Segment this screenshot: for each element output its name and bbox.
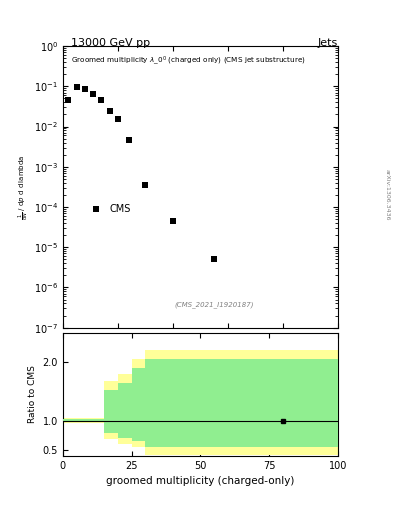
Bar bbox=[132, 359, 145, 447]
Bar bbox=[173, 350, 187, 455]
Bar bbox=[63, 419, 77, 422]
Bar bbox=[145, 350, 159, 455]
Text: CMS: CMS bbox=[110, 204, 131, 215]
Bar bbox=[118, 382, 132, 438]
Text: Groomed multiplicity $\lambda\_0^0$ (charged only) (CMS jet substructure): Groomed multiplicity $\lambda\_0^0$ (cha… bbox=[71, 55, 306, 68]
Bar bbox=[173, 359, 187, 447]
Bar bbox=[200, 350, 338, 455]
Text: (CMS_2021_I1920187): (CMS_2021_I1920187) bbox=[174, 301, 254, 308]
X-axis label: groomed multiplicity (charged-only): groomed multiplicity (charged-only) bbox=[106, 476, 295, 486]
Bar bbox=[187, 350, 200, 455]
Bar bbox=[77, 419, 90, 422]
Bar bbox=[145, 359, 159, 447]
Bar bbox=[104, 381, 118, 439]
Bar bbox=[159, 359, 173, 447]
Bar bbox=[77, 418, 90, 423]
Text: 13000 GeV pp: 13000 GeV pp bbox=[71, 38, 150, 49]
Bar bbox=[132, 368, 145, 441]
Text: arXiv:1306.3436: arXiv:1306.3436 bbox=[385, 169, 389, 220]
Bar bbox=[90, 419, 104, 422]
Bar bbox=[200, 359, 338, 447]
Bar bbox=[187, 359, 200, 447]
Y-axis label: $\frac{1}{\mathrm{d}N}$ / $\mathrm{d}p$ $\mathrm{d}$ $\mathrm{d\,lambda}$: $\frac{1}{\mathrm{d}N}$ / $\mathrm{d}p$ … bbox=[17, 154, 31, 220]
Y-axis label: Ratio to CMS: Ratio to CMS bbox=[28, 365, 37, 423]
Bar bbox=[118, 374, 132, 444]
Bar bbox=[90, 418, 104, 423]
Bar bbox=[63, 418, 77, 423]
Text: Jets: Jets bbox=[318, 38, 338, 49]
Bar bbox=[159, 350, 173, 455]
Bar bbox=[104, 390, 118, 434]
